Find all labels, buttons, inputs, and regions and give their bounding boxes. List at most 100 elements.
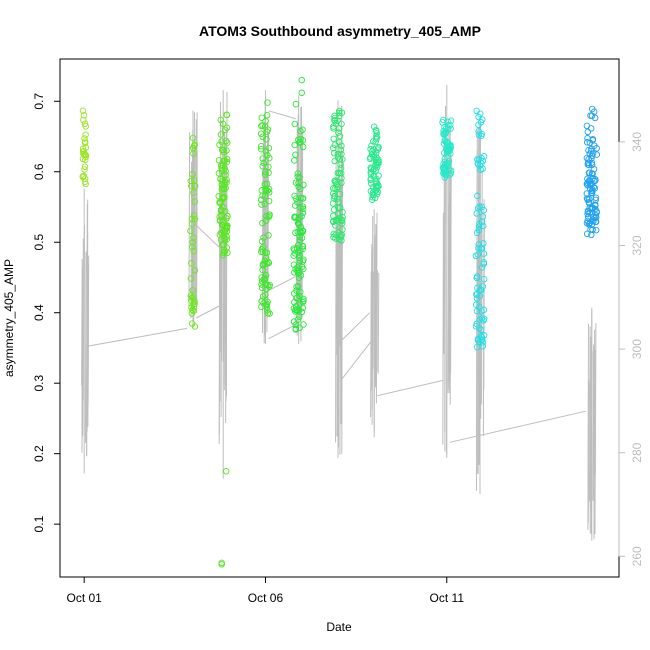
scatter-point — [222, 184, 229, 192]
scatter-point — [221, 207, 229, 215]
scatter-point — [191, 182, 199, 190]
scatter-point — [189, 238, 196, 246]
scatter-point — [295, 220, 302, 227]
scatter-point — [189, 243, 196, 251]
scatter-point — [224, 222, 231, 229]
scatter-point — [373, 130, 380, 137]
scatter-point — [334, 154, 342, 161]
scatter-point — [592, 201, 599, 208]
scatter-point — [585, 221, 593, 228]
scatter-point — [332, 217, 340, 224]
scatter-point — [473, 320, 481, 328]
scatter-point — [216, 141, 223, 149]
scatter-point — [480, 275, 488, 283]
scatter-point — [262, 254, 270, 261]
secondary-spike — [448, 193, 451, 364]
scatter-point — [475, 241, 482, 248]
scatter-point — [300, 321, 307, 328]
scatter-point — [367, 168, 375, 176]
scatter-point — [440, 130, 447, 138]
secondary-series — [81, 84, 597, 541]
scatter-point — [189, 286, 196, 294]
scatter-series — [79, 76, 601, 568]
scatter-point — [447, 170, 455, 177]
scatter-point — [260, 234, 267, 241]
scatter-point — [373, 184, 381, 192]
scatter-point — [478, 286, 485, 294]
scatter-point — [444, 139, 451, 146]
secondary-spike — [447, 203, 450, 394]
scatter-point — [370, 138, 377, 145]
scatter-point — [475, 113, 482, 121]
scatter-point — [189, 134, 197, 142]
scatter-point — [296, 324, 303, 331]
scatter-point — [292, 326, 300, 333]
scatter-point — [478, 315, 486, 322]
scatter-point — [292, 308, 299, 315]
scatter-point — [296, 288, 304, 296]
secondary-spike — [81, 275, 84, 430]
scatter-point — [477, 119, 485, 126]
scatter-point — [586, 185, 594, 192]
scatter-point — [329, 144, 337, 152]
scatter-point — [264, 99, 271, 106]
scatter-point — [330, 230, 337, 238]
secondary-spike — [267, 132, 269, 316]
scatter-point — [588, 190, 595, 197]
y2-tick-label: 300 — [630, 339, 644, 359]
scatter-point — [375, 156, 382, 164]
secondary-spike — [444, 105, 446, 452]
scatter-point — [472, 291, 480, 298]
scatter-point — [216, 213, 223, 220]
scatter-point — [475, 244, 482, 252]
scatter-point — [191, 212, 198, 219]
scatter-point — [299, 243, 306, 250]
secondary-spike — [589, 326, 591, 502]
scatter-point — [79, 147, 87, 155]
scatter-point — [265, 169, 272, 177]
scatter-point — [296, 313, 303, 320]
scatter-point — [299, 245, 307, 253]
x-tick-label: Oct 06 — [248, 591, 284, 605]
scatter-point — [475, 131, 483, 139]
scatter-point — [584, 208, 592, 216]
scatter-point — [367, 164, 374, 172]
scatter-point — [190, 142, 198, 150]
scatter-point — [294, 170, 302, 177]
scatter-point — [259, 293, 267, 300]
scatter-point — [257, 143, 265, 150]
scatter-point — [440, 160, 447, 168]
scatter-point — [473, 295, 481, 302]
secondary-spike — [592, 344, 595, 501]
scatter-point — [218, 561, 225, 568]
scatter-point — [263, 111, 271, 119]
scatter-point — [219, 120, 227, 128]
secondary-spike — [196, 150, 198, 314]
scatter-point — [187, 297, 195, 304]
scatter-point — [79, 145, 87, 152]
scatter-point — [264, 306, 271, 314]
scatter-point — [263, 212, 270, 220]
scatter-point — [480, 206, 488, 214]
scatter-point — [223, 158, 231, 166]
scatter-point — [338, 220, 346, 227]
y-tick-label: 0.6 — [32, 163, 46, 180]
scatter-point — [223, 155, 231, 163]
scatter-point — [338, 217, 346, 225]
scatter-point — [480, 153, 488, 160]
scatter-point — [295, 139, 303, 146]
scatter-point — [330, 212, 337, 219]
scatter-point — [79, 107, 87, 115]
scatter-point — [479, 213, 487, 220]
scatter-point — [265, 197, 273, 205]
scatter-point — [257, 196, 265, 204]
scatter-point — [190, 189, 197, 196]
scatter-point — [80, 111, 88, 119]
scatter-point — [217, 236, 225, 244]
scatter-point — [478, 130, 486, 138]
scatter-point — [474, 335, 482, 343]
scatter-point — [216, 198, 223, 206]
secondary-connector — [268, 322, 299, 340]
scatter-point — [299, 143, 307, 151]
